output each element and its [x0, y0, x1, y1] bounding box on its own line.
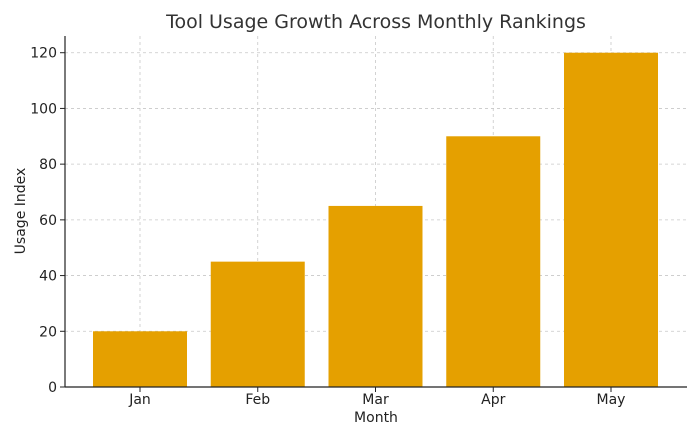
- bar-feb: [210, 261, 305, 387]
- y-tick-label: 80: [39, 157, 57, 173]
- chart-title: Tool Usage Growth Across Monthly Ranking…: [165, 11, 586, 33]
- y-tick-label: 60: [39, 213, 57, 229]
- x-tick-label: May: [597, 392, 626, 408]
- ticks: 0 20 40 60 80 100 120 Jan Feb Mar Apr May: [30, 46, 625, 408]
- bar-may: [564, 52, 658, 387]
- y-tick-label: 20: [39, 324, 57, 340]
- y-tick-label: 100: [30, 101, 57, 117]
- y-tick-label: 120: [30, 46, 57, 62]
- bars: [93, 52, 658, 387]
- x-tick-label: Feb: [245, 392, 270, 408]
- y-axis-label: Usage Index: [13, 168, 29, 255]
- bar-mar: [328, 205, 423, 387]
- x-tick-label: Jan: [128, 392, 151, 408]
- x-tick-label: Mar: [362, 392, 389, 408]
- y-tick-label: 0: [48, 380, 57, 396]
- bar-jan: [93, 331, 187, 387]
- x-axis-label: Month: [354, 410, 398, 426]
- bar-apr: [446, 136, 541, 387]
- y-tick-label: 40: [39, 269, 57, 285]
- x-tick-label: Apr: [481, 392, 505, 408]
